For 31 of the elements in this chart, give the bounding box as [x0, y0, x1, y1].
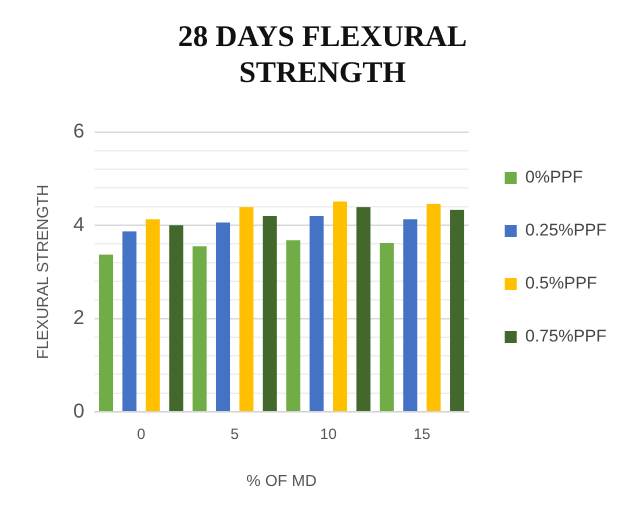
bar [169, 225, 184, 412]
legend-label: 0.25%PPF [525, 220, 607, 240]
bar [333, 201, 348, 412]
x-tick-label: 5 [230, 426, 239, 443]
bar [239, 207, 254, 412]
bar [286, 240, 300, 412]
x-tick-label: 0 [136, 426, 146, 443]
y-tick-label: 2 [73, 307, 84, 330]
bar [356, 207, 370, 412]
x-tick-label: 10 [320, 426, 337, 443]
y-tick-label: 0 [73, 400, 84, 422]
bar [216, 222, 230, 412]
bar [146, 219, 160, 412]
x-tick-label: 15 [414, 426, 430, 443]
y-tick-label: 6 [73, 120, 84, 143]
bar [403, 219, 418, 412]
bar [310, 216, 324, 412]
bar [426, 204, 441, 412]
bar [450, 210, 464, 412]
chart-title: 28 DAYS FLEXURAL STRENGTH [178, 20, 467, 89]
y-tick-label: 4 [73, 214, 84, 236]
bar [122, 231, 136, 412]
bar [192, 246, 207, 412]
bar [262, 216, 277, 412]
x-axis-title: % OF MD [246, 472, 317, 490]
legend-label: 0.5%PPF [525, 274, 598, 293]
y-axis-title: FLEXURAL STRENGTH [35, 184, 52, 360]
bar [99, 254, 114, 412]
legend-label: 0%PPF [525, 168, 583, 187]
bar [380, 242, 394, 412]
legend-label: 0.75%PPF [525, 326, 607, 346]
